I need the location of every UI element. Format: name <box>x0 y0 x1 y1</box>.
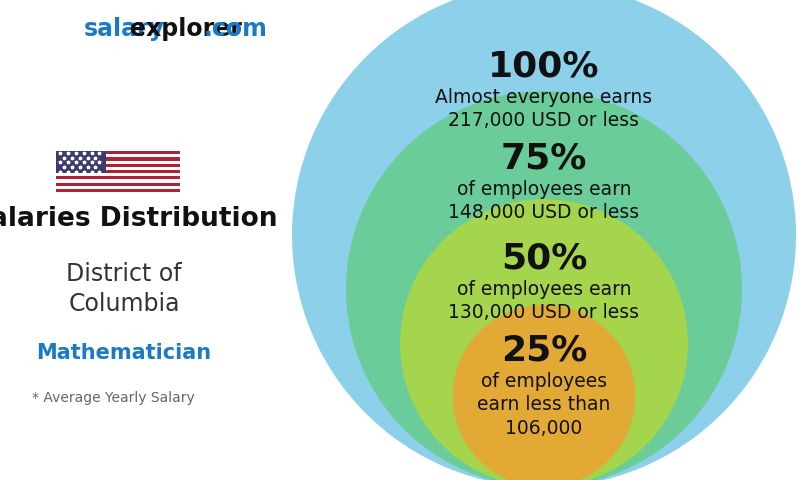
Bar <box>56 164 180 167</box>
Text: 75%: 75% <box>501 142 587 176</box>
Bar <box>56 167 180 170</box>
Text: Salaries Distribution: Salaries Distribution <box>0 206 278 232</box>
Text: Almost everyone earns
217,000 USD or less: Almost everyone earns 217,000 USD or les… <box>435 87 653 130</box>
Circle shape <box>346 91 742 480</box>
Text: District of
Columbia: District of Columbia <box>66 262 182 316</box>
Text: explorer: explorer <box>130 17 242 41</box>
Bar <box>56 182 180 186</box>
Bar <box>56 155 180 157</box>
Bar <box>56 157 180 161</box>
Text: of employees earn
148,000 USD or less: of employees earn 148,000 USD or less <box>449 180 639 223</box>
Bar <box>56 161 180 164</box>
Text: 100%: 100% <box>488 49 600 83</box>
Circle shape <box>292 0 796 480</box>
Text: .com: .com <box>204 17 268 41</box>
Text: 50%: 50% <box>501 241 587 275</box>
Bar <box>56 151 180 155</box>
Circle shape <box>400 199 688 480</box>
Bar <box>56 173 180 176</box>
Bar <box>56 180 180 182</box>
Text: 25%: 25% <box>501 334 587 368</box>
Bar <box>56 151 106 173</box>
Bar <box>56 170 180 173</box>
Bar <box>56 176 180 180</box>
Text: of employees
earn less than
106,000: of employees earn less than 106,000 <box>478 372 610 438</box>
Text: salary: salary <box>83 17 165 41</box>
Text: Mathematician: Mathematician <box>37 343 211 363</box>
Text: * Average Yearly Salary: * Average Yearly Salary <box>32 391 194 405</box>
Bar <box>56 189 180 192</box>
Circle shape <box>453 305 635 480</box>
Text: of employees earn
130,000 USD or less: of employees earn 130,000 USD or less <box>449 279 639 322</box>
Bar <box>56 186 180 189</box>
